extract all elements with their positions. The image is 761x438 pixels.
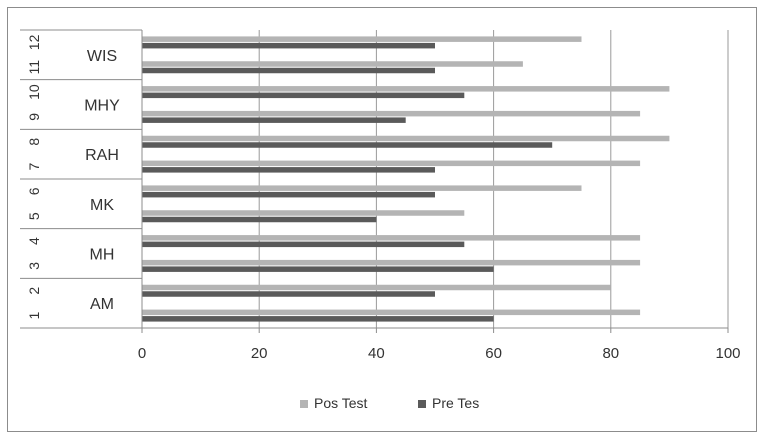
y-tick-label-1: 1	[26, 311, 42, 319]
x-tick-label-5: 100	[715, 345, 740, 362]
bar-pos-test-10	[142, 86, 670, 92]
bar-pre-tes-10	[142, 92, 465, 99]
bar-pos-test-6	[142, 185, 582, 191]
bar-pos-test-7	[142, 160, 641, 167]
bar-pre-tes-8	[142, 142, 553, 148]
x-tick-label-3: 60	[485, 345, 502, 362]
bar-pre-tes-11	[142, 67, 435, 74]
bar-pos-test-9	[142, 110, 641, 117]
bar-pos-test-2	[142, 284, 611, 291]
bar-pos-test-5	[142, 210, 465, 216]
bar-pre-tes-6	[142, 191, 435, 198]
legend-label-pos-test: Pos Test	[314, 395, 368, 411]
x-tick-label-1: 20	[251, 345, 268, 362]
group-label-wis: WIS	[87, 48, 117, 65]
chart-frame: 0 20 40 60 80 100 1 2 3 4 5 6 7 8 9 10 11 12 AM MH MK RAH MHY W…	[7, 7, 757, 432]
bar-pos-test-3	[142, 259, 641, 266]
group-label-mh: MH	[90, 247, 115, 264]
bar-pos-test-1	[142, 309, 641, 316]
legend-label-pre-tes: Pre Tes	[432, 395, 479, 411]
group-label-am: AM	[90, 296, 114, 313]
y-tick-label-7: 7	[26, 162, 42, 170]
y-tick-label-8: 8	[26, 138, 42, 146]
y-tick-label-12: 12	[26, 34, 42, 50]
y-tick-label-3: 3	[26, 262, 42, 270]
legend-swatch-pos-test	[300, 400, 308, 408]
bar-pre-tes-5	[142, 216, 377, 223]
y-tick-label-9: 9	[26, 113, 42, 121]
bar-pre-tes-3	[142, 266, 494, 272]
bar-pos-test-12	[142, 36, 582, 42]
bar-pre-tes-4	[142, 241, 465, 248]
y-tick-label-2: 2	[26, 287, 42, 295]
bar-chart: 0 20 40 60 80 100123456789101112AMMHMKRAHMHYW…	[20, 29, 741, 411]
x-tick-label-2: 40	[368, 345, 385, 362]
bar-pre-tes-1	[142, 316, 494, 322]
x-tick-label-4: 80	[602, 345, 619, 362]
x-tick-label-0: 0	[138, 345, 146, 362]
y-tick-label-11: 11	[26, 60, 42, 75]
y-tick-label-6: 6	[26, 187, 42, 195]
bar-pos-test-4	[142, 235, 641, 241]
y-tick-label-5: 5	[26, 212, 42, 220]
bar-pre-tes-7	[142, 167, 435, 173]
bar-pos-test-11	[142, 61, 523, 67]
y-tick-label-10: 10	[26, 84, 42, 100]
legend-swatch-pre-tes	[418, 400, 426, 408]
group-label-mk: MK	[90, 197, 114, 214]
bar-pre-tes-2	[142, 291, 435, 297]
bar-pre-tes-12	[142, 42, 435, 49]
y-tick-label-4: 4	[26, 237, 42, 245]
bar-pos-test-8	[142, 135, 670, 142]
group-label-rah: RAH	[85, 147, 119, 164]
bar-pre-tes-9	[142, 117, 406, 123]
group-label-mhy: MHY	[84, 98, 120, 115]
